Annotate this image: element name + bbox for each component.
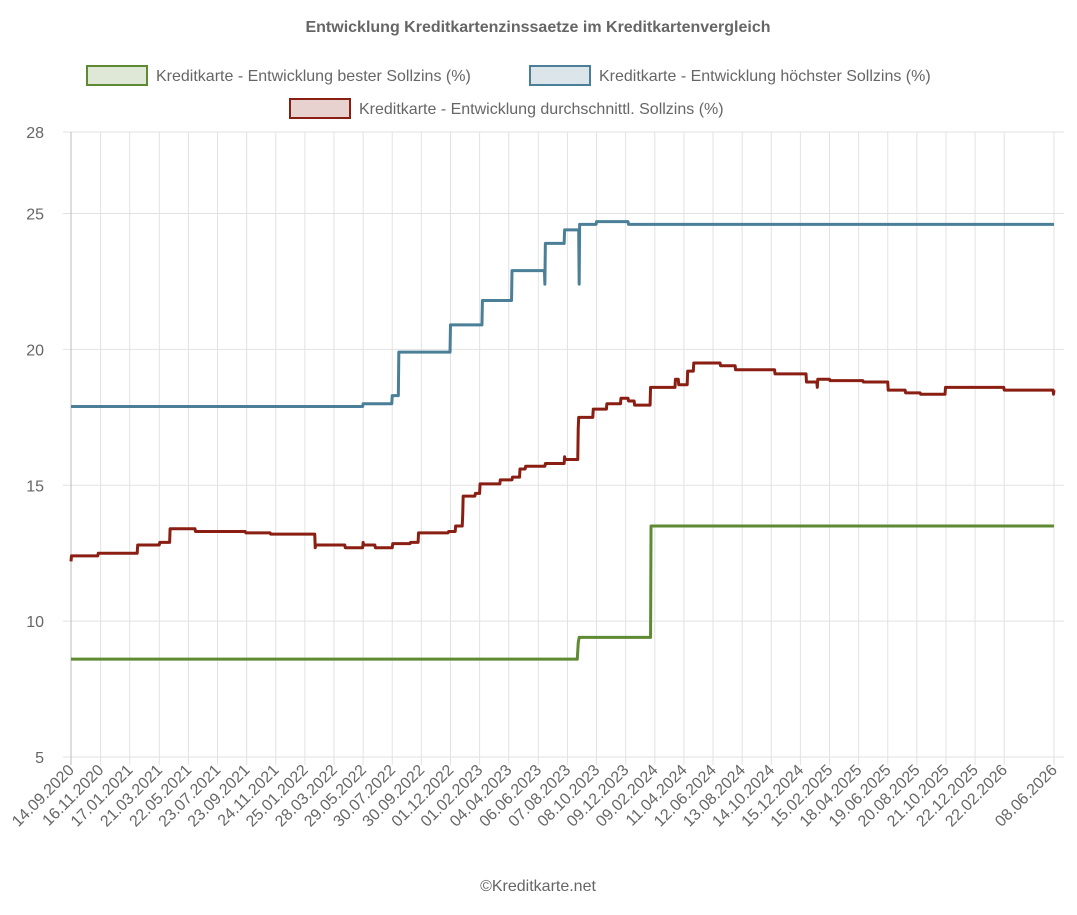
y-tick-label: 15	[26, 478, 44, 495]
y-tick-label: 25	[26, 207, 44, 224]
y-tick-label: 10	[26, 614, 44, 631]
legend-label: Kreditkarte - Entwicklung höchster Sollz…	[599, 68, 931, 85]
series-line	[71, 524, 1054, 661]
chart-title: Entwicklung Kreditkartenzinssaetze im Kr…	[305, 19, 770, 36]
y-tick-label: 28	[26, 125, 44, 142]
legend-item[interactable]: Kreditkarte - Entwicklung höchster Sollz…	[529, 65, 931, 86]
legend-swatch	[529, 65, 591, 86]
y-tick-label: 20	[26, 342, 44, 359]
credit: ©Kreditkarte.net	[480, 878, 596, 895]
legend-swatch	[289, 98, 351, 119]
legend-item[interactable]: Kreditkarte - Entwicklung durchschnittl.…	[289, 98, 724, 119]
legend-label: Kreditkarte - Entwicklung durchschnittl.…	[359, 101, 724, 118]
y-tick-label: 5	[35, 750, 44, 767]
series-line	[71, 220, 1054, 408]
legend-label: Kreditkarte - Entwicklung bester Sollzin…	[156, 68, 471, 85]
legend-item[interactable]: Kreditkarte - Entwicklung bester Sollzin…	[86, 65, 471, 86]
legend-swatch	[86, 65, 148, 86]
series-line	[69, 361, 1056, 562]
